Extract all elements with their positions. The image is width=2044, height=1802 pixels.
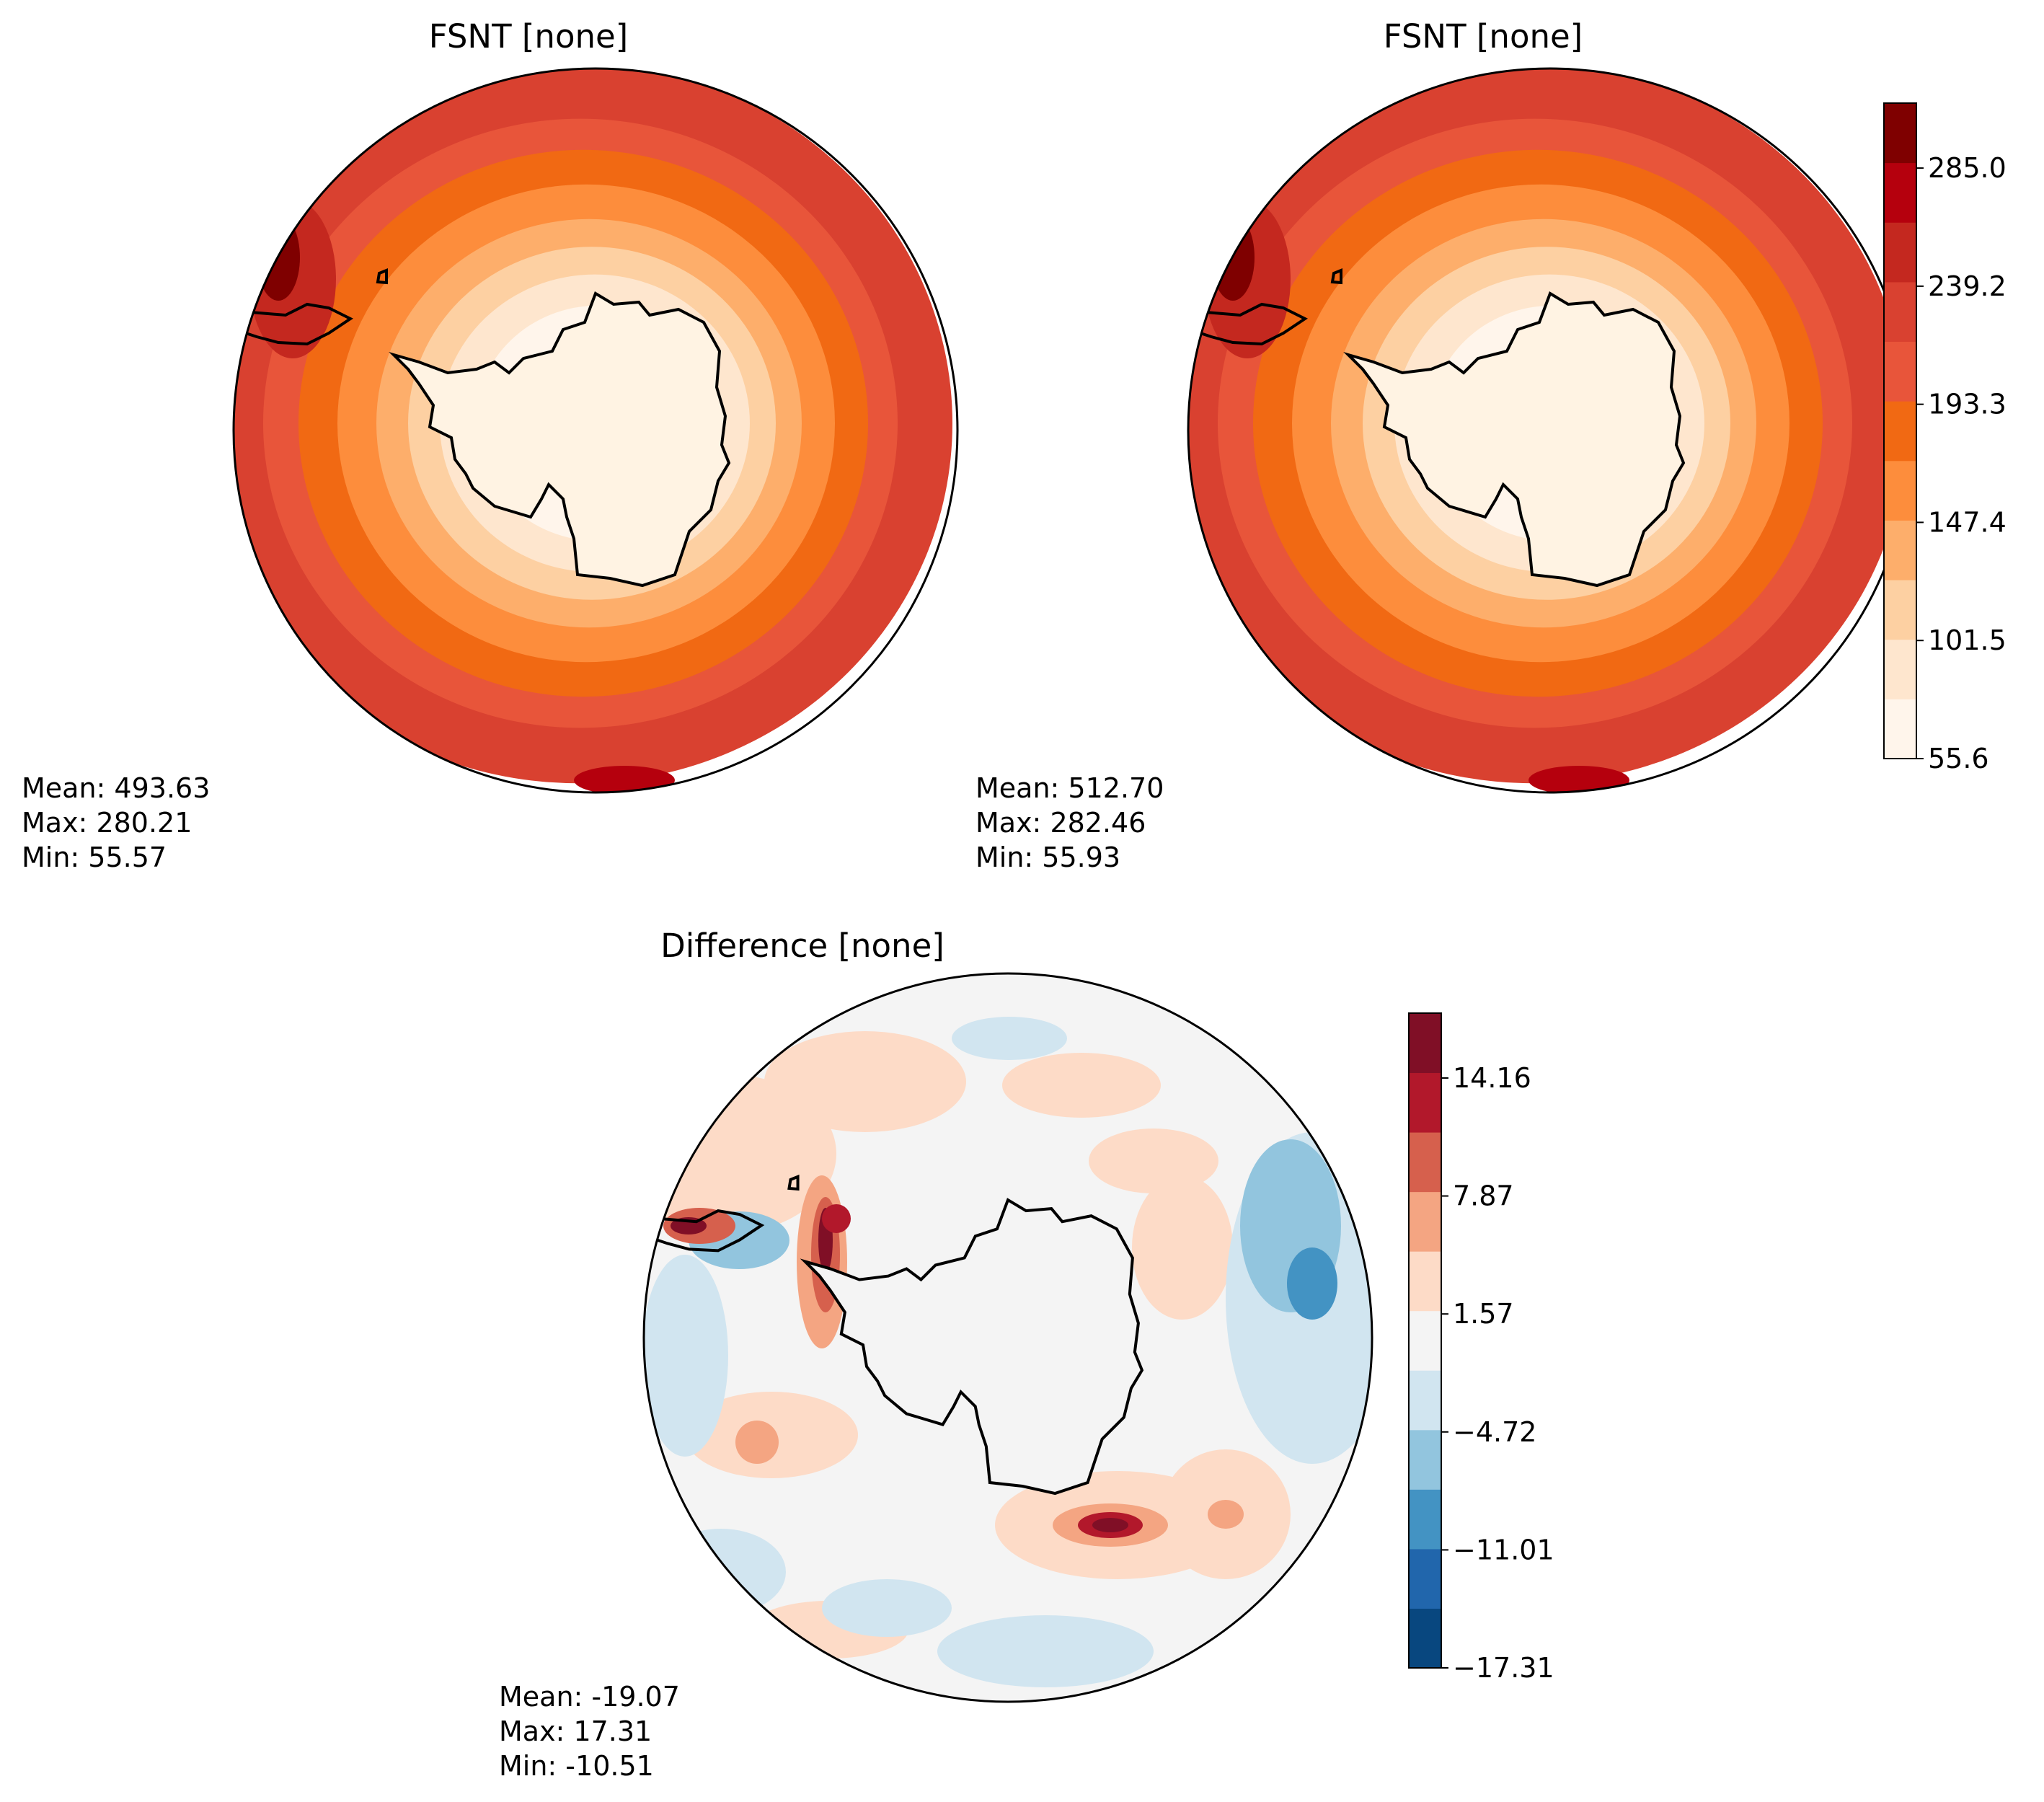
colorbar-segment [1409, 1132, 1441, 1193]
colorbar-difference: −17.31 −11.01 −4.72 1.57 7.87 14.16 [1408, 1012, 1554, 1684]
colorbar-tick-label: 7.87 [1453, 1180, 1514, 1212]
anomaly-contour [822, 1579, 952, 1637]
panel-title-reference: FSNT [none] [1384, 17, 1583, 56]
stat-mean: Mean: -19.07 [499, 1681, 680, 1713]
colorbar-tick-label: −17.31 [1453, 1652, 1554, 1684]
colorbar-segment [1409, 1072, 1441, 1133]
colorbar-segment [1884, 222, 1916, 283]
anomaly-contour [1208, 1500, 1244, 1529]
stat-max: Max: 17.31 [499, 1715, 652, 1747]
stat-min: Min: -10.51 [499, 1750, 654, 1782]
colorbar-tick-label: 1.57 [1453, 1298, 1514, 1330]
colorbar-tick-label: 101.5 [1928, 624, 2007, 656]
colorbar-segment [1884, 639, 1916, 699]
map-reference [1188, 69, 1907, 792]
anomaly-contour [644, 1255, 728, 1457]
colorbar-frame [1408, 1012, 1442, 1669]
stat-min: Min: 55.93 [975, 842, 1120, 873]
colorbar-segment [1409, 1608, 1441, 1669]
panel-title-test: FSNT [none] [429, 17, 628, 56]
stat-mean: Mean: 493.63 [22, 772, 210, 804]
anomaly-contour [822, 1204, 851, 1233]
stat-max: Max: 280.21 [22, 807, 192, 839]
anomaly-contour [656, 1529, 786, 1615]
anomaly-contour [937, 1615, 1154, 1687]
colorbar-frame [1883, 102, 1917, 759]
colorbar-segment [1409, 1370, 1441, 1431]
map-test [234, 69, 952, 792]
map-difference [644, 973, 1372, 1702]
colorbar-segment [1884, 520, 1916, 580]
colorbar-segment [1409, 1429, 1441, 1490]
colorbar-segment [1409, 1310, 1441, 1371]
colorbar-segment [1884, 103, 1916, 164]
colorbar-tick-label: 193.3 [1928, 389, 2007, 420]
anomaly-contour [1287, 1247, 1337, 1320]
map-boundary [642, 972, 1373, 1703]
colorbar-segment [1409, 1013, 1441, 1074]
stat-max: Max: 282.46 [975, 807, 1146, 839]
colorbar-tick-label: 14.16 [1453, 1062, 1531, 1094]
colorbar-segment [1884, 281, 1916, 343]
colorbar-segment [1884, 341, 1916, 402]
colorbar-tick-label: 239.2 [1928, 270, 2007, 302]
stat-mean: Mean: 512.70 [975, 772, 1164, 804]
colorbar-tick-label: 55.6 [1928, 743, 1989, 774]
colorbar-tick-label: −11.01 [1453, 1534, 1554, 1565]
anomaly-contour [1132, 1175, 1233, 1320]
panel-title-difference: Difference [none] [660, 927, 944, 965]
colorbar-fsnt: 55.6 101.5 147.4 193.3 239.2 285.0 [1883, 102, 2007, 774]
colorbar-segment [1884, 162, 1916, 223]
colorbar-segment [1409, 1489, 1441, 1550]
map-boundary [232, 67, 959, 794]
anomaly-contour [764, 1031, 966, 1132]
colorbar-tick-label: 285.0 [1928, 152, 2007, 184]
colorbar-segment [1409, 1191, 1441, 1252]
colorbar-segment [1884, 401, 1916, 461]
colorbar-segment [1884, 460, 1916, 521]
colorbar-segment [1884, 699, 1916, 759]
colorbar-tick-label: −4.72 [1453, 1416, 1536, 1448]
colorbar-segment [1409, 1548, 1441, 1609]
colorbar-tick-label: 147.4 [1928, 506, 2007, 538]
anomaly-contour [1092, 1518, 1128, 1532]
anomaly-contour [952, 1017, 1067, 1060]
anomaly-contour [1002, 1053, 1161, 1118]
colorbar-segment [1409, 1251, 1441, 1312]
anomaly-contour [735, 1421, 779, 1464]
colorbar-segment [1884, 580, 1916, 640]
stat-min: Min: 55.57 [22, 842, 167, 873]
